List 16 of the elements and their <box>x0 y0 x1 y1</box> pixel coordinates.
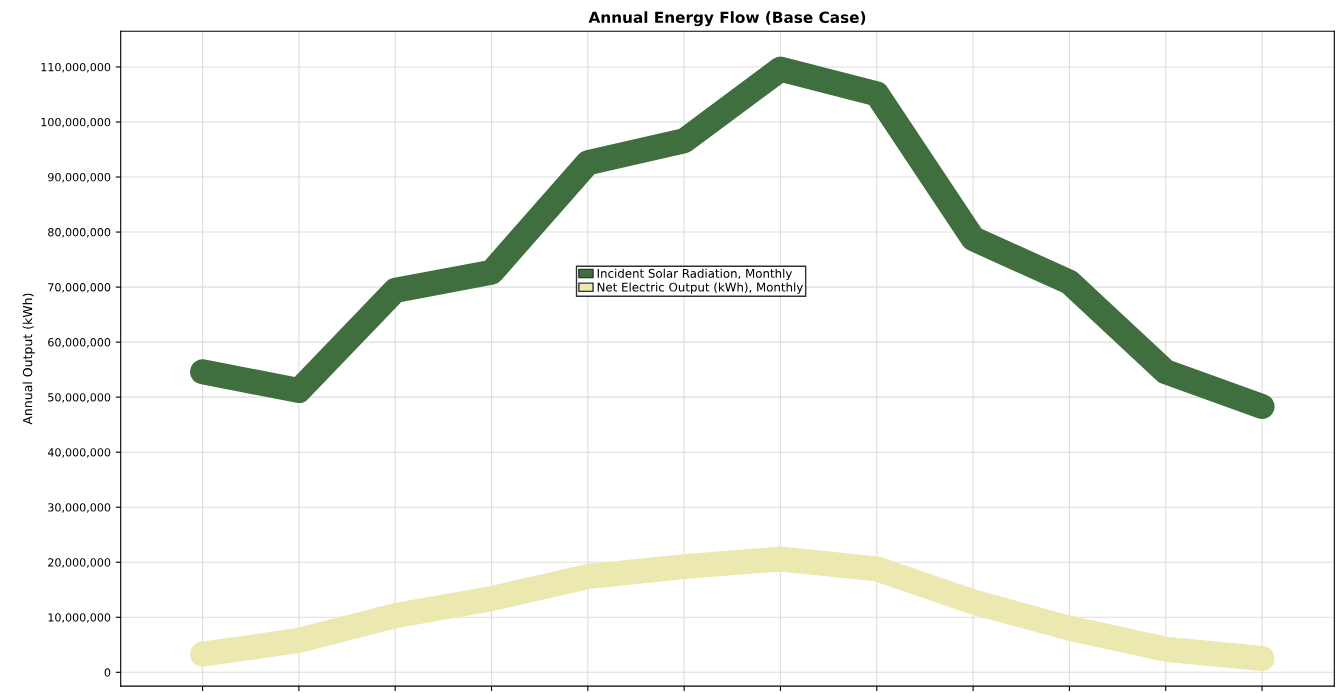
y-tick-label: 20,000,000 <box>48 558 111 568</box>
y-tick-label: 60,000,000 <box>48 338 111 348</box>
legend-label: Incident Solar Radiation, Monthly <box>597 268 792 281</box>
y-tick-label: 100,000,000 <box>41 117 111 128</box>
legend-label: Net Electric Output (kWh), Monthly <box>597 282 803 294</box>
y-tick-label: 70,000,000 <box>48 283 111 293</box>
y-tick-label: 10,000,000 <box>48 613 111 623</box>
y-axis-title: Annual Output (kWh) <box>22 293 35 425</box>
y-tick-label: 0 <box>104 668 111 677</box>
y-tick-label: 80,000,000 <box>48 228 111 238</box>
chart-title: Annual Energy Flow (Base Case) <box>588 11 866 27</box>
y-tick-label: 40,000,000 <box>47 448 111 458</box>
y-tick-label: 30,000,000 <box>48 503 111 513</box>
y-tick-label: 110,000,000 <box>41 62 111 73</box>
y-tick-label: 50,000,000 <box>48 393 111 403</box>
y-tick-label: 90,000,000 <box>48 173 111 183</box>
